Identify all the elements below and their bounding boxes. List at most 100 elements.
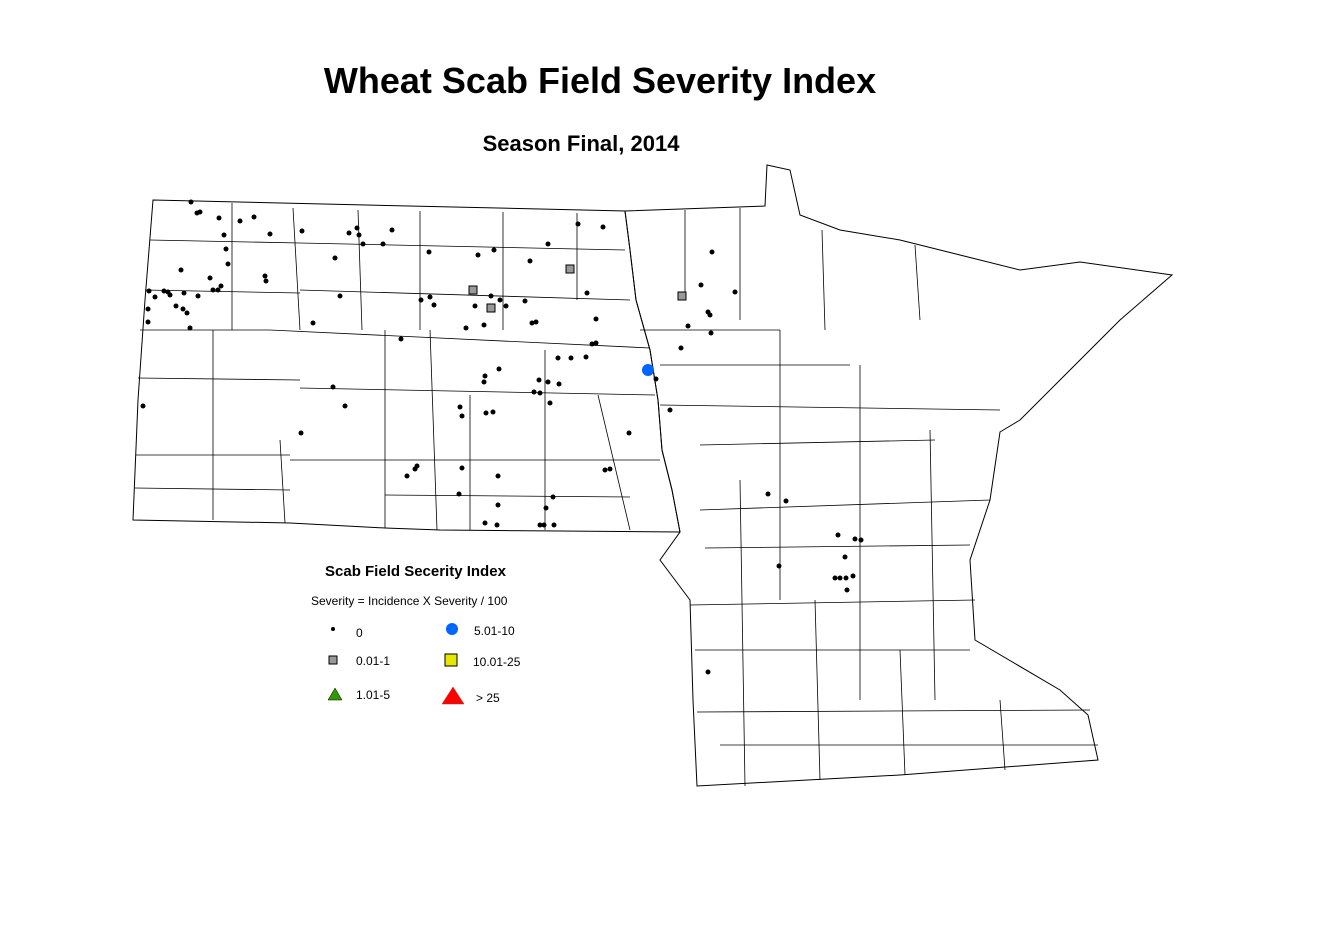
point-severity-0 <box>496 366 502 372</box>
point-severity-0 <box>463 325 469 331</box>
point-severity-0 <box>832 575 838 581</box>
point-severity-0 <box>346 230 352 236</box>
point-severity-0 <box>215 287 221 293</box>
point-severity-0 <box>503 303 509 309</box>
point-severity-0 <box>600 224 606 230</box>
point-severity-0 <box>380 241 386 247</box>
point-severity-0 <box>237 218 243 224</box>
point-severity-0 <box>427 294 433 300</box>
point-severity-0 <box>298 430 304 436</box>
point-severity-0 <box>835 532 841 538</box>
minnesota-outline <box>624 164 1174 787</box>
point-severity-0 <box>426 249 432 255</box>
point-severity-0 <box>299 228 305 234</box>
point-severity-0 <box>843 575 849 581</box>
legend-label-4: 10.01-25 <box>473 655 521 669</box>
point-severity-0 <box>221 232 227 238</box>
point-severity-0 <box>678 345 684 351</box>
point-severity-0 <box>545 241 551 247</box>
point-severity-0 <box>556 381 562 387</box>
point-severity-0 <box>146 288 152 294</box>
point-severity-0 <box>698 282 704 288</box>
point-severity-0 <box>218 283 224 289</box>
point-severity-0 <box>547 400 553 406</box>
county-boundary <box>814 599 821 781</box>
county-boundary <box>597 394 631 531</box>
point-severity-0 <box>844 587 850 593</box>
point-severity-0 <box>167 292 173 298</box>
point-severity-0 <box>263 278 269 284</box>
point-severity-0 <box>404 473 410 479</box>
point-severity-0.01-1 <box>677 291 687 301</box>
legend-formula: Severity = Incidence X Severity / 100 <box>311 594 508 608</box>
point-severity-0 <box>776 563 782 569</box>
point-severity-0 <box>418 297 424 303</box>
county-boundary <box>659 404 1001 411</box>
map-subtitle: Season Final, 2014 <box>482 131 680 156</box>
county-boundary <box>384 494 631 498</box>
county-boundary <box>699 499 991 511</box>
point-severity-0 <box>195 293 201 299</box>
county-boundary <box>429 329 438 531</box>
point-severity-0 <box>145 306 151 312</box>
point-severity-0 <box>145 319 151 325</box>
point-severity-0 <box>161 288 167 294</box>
point-severity-0 <box>431 302 437 308</box>
point-severity-0 <box>490 409 496 415</box>
point-severity-0 <box>251 214 257 220</box>
point-severity-0 <box>537 522 543 528</box>
point-severity-0 <box>555 355 561 361</box>
point-severity-0 <box>495 473 501 479</box>
county-boundary <box>279 439 286 524</box>
legend-label-5: > 25 <box>476 691 500 705</box>
point-severity-0 <box>550 494 556 500</box>
point-severity-0 <box>216 215 222 221</box>
point-severity-0 <box>491 247 497 253</box>
legend-symbol-10.01-25 <box>444 653 458 667</box>
point-severity-0 <box>607 466 613 472</box>
point-severity-0 <box>536 377 542 383</box>
point-severity-0 <box>529 320 535 326</box>
legend-label-2: 1.01-5 <box>356 688 391 702</box>
point-severity-0 <box>475 252 481 258</box>
point-severity-0 <box>850 573 856 579</box>
point-severity-0 <box>541 522 547 528</box>
point-severity-0 <box>522 298 528 304</box>
point-severity-0 <box>685 323 691 329</box>
point-severity-0 <box>180 306 186 312</box>
legend-symbol-0 <box>331 627 335 631</box>
point-severity-0 <box>459 465 465 471</box>
point-severity-0 <box>626 430 632 436</box>
point-severity-0 <box>593 340 599 346</box>
point-severity-0 <box>537 390 543 396</box>
point-severity-0 <box>488 293 494 299</box>
point-severity-0 <box>481 322 487 328</box>
point-severity-0 <box>398 336 404 342</box>
point-severity-0 <box>709 249 715 255</box>
point-severity-0 <box>531 389 537 395</box>
point-severity-0 <box>667 407 673 413</box>
county-boundary <box>899 649 906 776</box>
point-severity-0 <box>184 310 190 316</box>
point-severity-0 <box>173 303 179 309</box>
point-severity-0 <box>765 491 771 497</box>
point-severity-0 <box>188 199 194 205</box>
county-boundary <box>689 599 976 606</box>
point-severity-0 <box>356 232 362 238</box>
point-severity-0 <box>262 273 268 279</box>
county-boundary <box>696 709 1091 713</box>
point-severity-0 <box>494 522 500 528</box>
point-severity-0 <box>354 225 360 231</box>
point-severity-0 <box>584 290 590 296</box>
point-severity-0 <box>389 227 395 233</box>
legend-symbol-1.01-5 <box>327 687 343 701</box>
point-severity-0 <box>653 376 659 382</box>
point-severity-0 <box>140 403 146 409</box>
point-severity-0 <box>225 261 231 267</box>
point-severity-0 <box>543 505 549 511</box>
county-boundary <box>914 244 921 321</box>
county-boundary <box>299 289 631 301</box>
county-boundary <box>299 242 626 251</box>
point-severity-0 <box>783 498 789 504</box>
